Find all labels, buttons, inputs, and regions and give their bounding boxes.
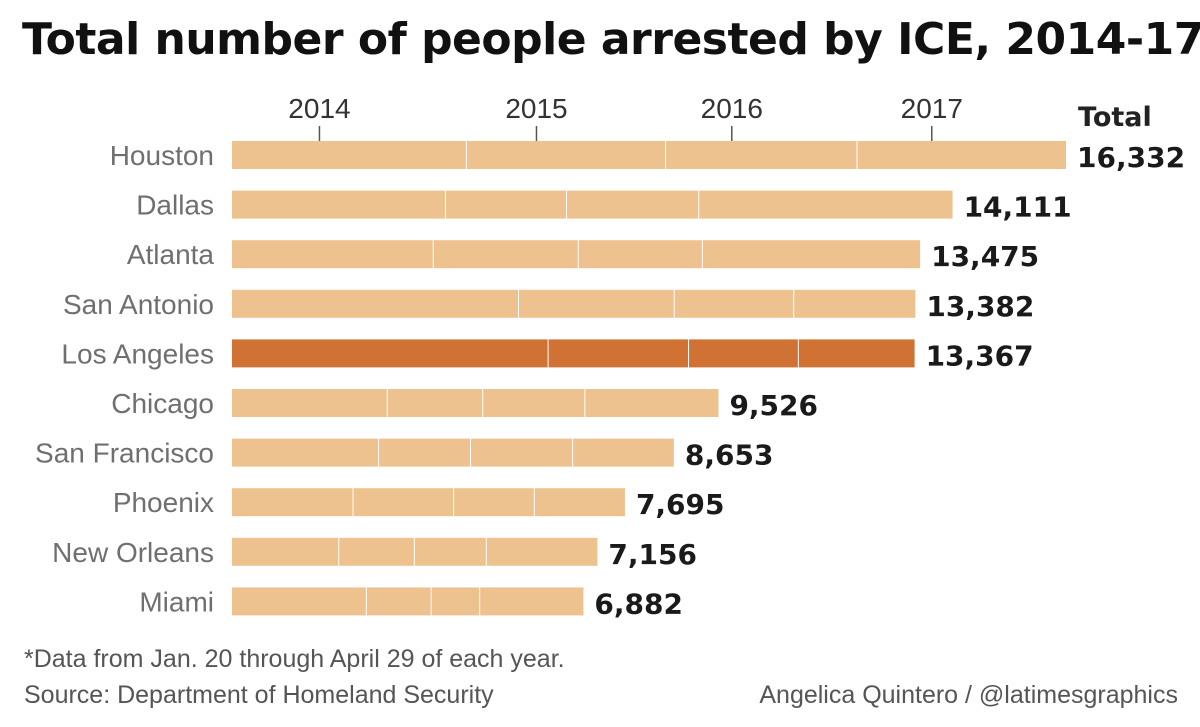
bar-segment-miami-2016 (431, 587, 481, 616)
bar-segment-houston-2017 (857, 141, 1066, 169)
footnote: *Data from Jan. 20 through April 29 of e… (24, 645, 565, 673)
city-label-san-antonio: San Antonio (63, 289, 214, 320)
bar-segment-chicago-2015 (387, 389, 484, 417)
city-label-new-orleans: New Orleans (52, 537, 214, 568)
bar-segment-miami-2017 (480, 587, 584, 616)
bar-segment-los-angeles-2014 (232, 339, 549, 368)
bar-segment-san-antonio-2016 (674, 289, 795, 318)
year-label-2017: 2017 (901, 93, 963, 124)
credit-line: Angelica Quintero / @latimesgraphics (759, 681, 1178, 709)
total-value-phoenix: 7,695 (636, 488, 725, 521)
bar-segment-dallas-2016 (566, 190, 700, 219)
city-label-houston: Houston (110, 140, 214, 171)
bar-segment-chicago-2016 (483, 389, 586, 417)
bar-segment-dallas-2015 (445, 190, 567, 219)
bar-segment-los-angeles-2017 (798, 339, 915, 368)
bar-segment-san-antonio-2017 (794, 289, 916, 318)
city-label-dallas: Dallas (136, 190, 214, 221)
bar-segment-houston-2016 (666, 141, 858, 169)
bar-segment-new-orleans-2015 (339, 537, 415, 566)
total-value-dallas: 14,111 (964, 191, 1072, 224)
bar-segment-miami-2015 (366, 587, 432, 616)
bar-segment-san-francisco-2016 (470, 438, 574, 467)
bar-segment-los-angeles-2015 (548, 339, 690, 368)
bar-segment-dallas-2014 (232, 190, 446, 219)
bar-segment-atlanta-2016 (578, 240, 703, 269)
bar-segment-atlanta-2017 (702, 240, 921, 269)
bar-chart: 2014 2015 2016 2017 Total Houston 16,332 Dallas… (35, 93, 1185, 620)
city-label-los-angeles: Los Angeles (61, 338, 214, 369)
bar-segment-phoenix-2017 (534, 488, 625, 517)
bar-segment-san-antonio-2015 (518, 289, 675, 318)
bar-segment-chicago-2014 (232, 389, 388, 417)
source-note: Source: Department of Homeland Security (24, 681, 494, 709)
bar-segment-san-francisco-2017 (573, 438, 674, 467)
bar-segment-atlanta-2015 (433, 240, 579, 269)
bar-segment-miami-2014 (232, 587, 367, 616)
bar-segment-houston-2014 (232, 141, 467, 169)
city-label-atlanta: Atlanta (127, 239, 215, 270)
bar-segment-houston-2015 (466, 141, 667, 169)
bar-segment-phoenix-2014 (232, 488, 354, 517)
total-value-chicago: 9,526 (729, 389, 818, 422)
bar-segment-dallas-2017 (699, 190, 953, 219)
total-value-miami: 6,882 (594, 587, 683, 620)
city-label-miami: Miami (139, 586, 214, 617)
chart-title: Total number of people arrested by ICE, … (22, 14, 1200, 65)
year-label-2016: 2016 (701, 93, 763, 124)
city-label-phoenix: Phoenix (113, 487, 214, 518)
total-value-new-orleans: 7,156 (608, 538, 697, 571)
total-value-los-angeles: 13,367 (926, 339, 1034, 372)
total-value-san-francisco: 8,653 (685, 439, 774, 472)
total-column-header: Total (1078, 102, 1152, 133)
year-label-2015: 2015 (505, 93, 567, 124)
bar-segment-san-antonio-2014 (232, 289, 519, 318)
bar-segment-los-angeles-2016 (689, 339, 799, 368)
total-value-atlanta: 13,475 (931, 240, 1039, 273)
bar-segment-san-francisco-2015 (379, 438, 471, 467)
city-label-san-francisco: San Francisco (35, 438, 214, 469)
bar-segment-atlanta-2014 (232, 240, 434, 269)
year-label-2014: 2014 (288, 93, 350, 124)
bar-segment-new-orleans-2017 (486, 537, 598, 566)
bar-segment-san-francisco-2014 (232, 438, 380, 467)
bar-segment-new-orleans-2014 (232, 537, 340, 566)
city-label-chicago: Chicago (111, 388, 214, 419)
total-value-houston: 16,332 (1077, 141, 1185, 174)
bar-segment-phoenix-2015 (353, 488, 455, 517)
bar-segment-phoenix-2016 (454, 488, 535, 517)
bar-segment-chicago-2017 (585, 389, 719, 417)
bar-segment-new-orleans-2016 (414, 537, 487, 566)
total-value-san-antonio: 13,382 (926, 290, 1034, 323)
